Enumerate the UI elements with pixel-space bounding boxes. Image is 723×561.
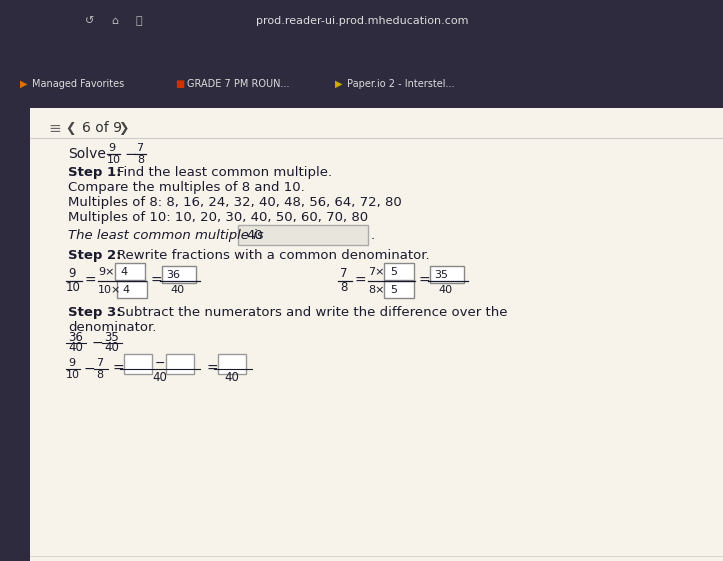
Text: 10×: 10× [98, 284, 121, 295]
Text: 9: 9 [68, 358, 75, 367]
Text: 8: 8 [137, 155, 144, 165]
Text: 7: 7 [136, 144, 143, 153]
Text: 40: 40 [438, 284, 452, 295]
Text: 35: 35 [434, 269, 448, 279]
Text: −: − [124, 147, 137, 162]
Text: 36: 36 [166, 269, 180, 279]
Text: 8×: 8× [368, 284, 385, 295]
FancyBboxPatch shape [162, 266, 196, 283]
FancyBboxPatch shape [384, 281, 414, 298]
Text: 40: 40 [153, 371, 168, 384]
Text: ▶: ▶ [20, 79, 27, 89]
Text: prod.reader-ui.prod.mheducation.com: prod.reader-ui.prod.mheducation.com [256, 16, 469, 26]
Text: Solve: Solve [68, 148, 106, 162]
Text: 9: 9 [68, 267, 75, 280]
Text: Compare the multiples of 8 and 10.: Compare the multiples of 8 and 10. [68, 181, 305, 194]
Text: =: = [150, 274, 162, 288]
Text: ⌂: ⌂ [111, 16, 119, 26]
Text: 5: 5 [390, 284, 397, 295]
Text: 7: 7 [340, 267, 348, 280]
Text: 8: 8 [96, 370, 103, 380]
Text: 40: 40 [170, 284, 184, 295]
Text: denominator.: denominator. [68, 321, 156, 334]
Text: −: − [84, 362, 95, 376]
Text: The least common multiple is: The least common multiple is [68, 229, 264, 242]
Text: 40: 40 [246, 229, 262, 242]
Text: 5: 5 [390, 266, 397, 277]
Text: .: . [371, 229, 375, 242]
Text: Step 2:: Step 2: [68, 249, 121, 262]
FancyBboxPatch shape [218, 353, 246, 374]
Text: Multiples of 10: 10, 20, 30, 40, 50, 60, 70, 80: Multiples of 10: 10, 20, 30, 40, 50, 60,… [68, 211, 368, 224]
Text: 9×: 9× [98, 266, 114, 277]
FancyBboxPatch shape [115, 263, 145, 280]
Text: 40: 40 [68, 341, 83, 354]
FancyBboxPatch shape [430, 266, 464, 283]
Text: Managed Favorites: Managed Favorites [32, 79, 124, 89]
Text: 🔒: 🔒 [136, 16, 142, 26]
Text: 40: 40 [225, 371, 239, 384]
Text: Subtract the numerators and write the difference over the: Subtract the numerators and write the di… [117, 306, 508, 319]
Text: GRADE 7 PM ROUN...: GRADE 7 PM ROUN... [187, 79, 289, 89]
Text: Step 1:: Step 1: [68, 166, 121, 179]
Text: 9: 9 [108, 144, 115, 153]
Text: ↺: ↺ [85, 16, 95, 26]
Text: −: − [155, 357, 166, 370]
FancyBboxPatch shape [117, 281, 147, 298]
Text: 10: 10 [66, 370, 80, 380]
Text: ▶: ▶ [335, 79, 343, 89]
Text: Find the least common multiple.: Find the least common multiple. [117, 166, 332, 179]
Text: 36: 36 [68, 331, 83, 344]
FancyBboxPatch shape [384, 263, 414, 280]
Text: −: − [92, 335, 103, 350]
FancyBboxPatch shape [124, 353, 152, 374]
Text: 10: 10 [107, 155, 121, 165]
Text: 40: 40 [104, 341, 119, 354]
Text: =: = [112, 362, 124, 376]
Text: 35: 35 [104, 331, 119, 344]
Text: Multiples of 8: 8, 16, 24, 32, 40, 48, 56, 64, 72, 80: Multiples of 8: 8, 16, 24, 32, 40, 48, 5… [68, 196, 402, 209]
Text: =: = [355, 274, 367, 288]
Text: Paper.io 2 - Interstel...: Paper.io 2 - Interstel... [347, 79, 455, 89]
Text: Rewrite fractions with a common denominator.: Rewrite fractions with a common denomina… [117, 249, 429, 262]
Text: ≡: ≡ [48, 121, 61, 136]
Text: 6 of 9: 6 of 9 [82, 121, 122, 135]
Text: ❯: ❯ [118, 122, 129, 135]
Text: 7: 7 [96, 358, 103, 367]
Text: 7×: 7× [368, 266, 385, 277]
Text: ■: ■ [175, 79, 184, 89]
Text: ❮: ❮ [65, 122, 75, 135]
Text: 4: 4 [120, 266, 127, 277]
Text: =: = [207, 362, 218, 376]
Text: =: = [85, 274, 97, 288]
Text: Step 3:: Step 3: [68, 306, 121, 319]
FancyBboxPatch shape [166, 353, 194, 374]
Text: 4: 4 [122, 284, 129, 295]
Text: 8: 8 [340, 281, 347, 294]
FancyBboxPatch shape [238, 226, 368, 246]
Text: 10: 10 [66, 281, 81, 294]
Text: =: = [418, 274, 429, 288]
